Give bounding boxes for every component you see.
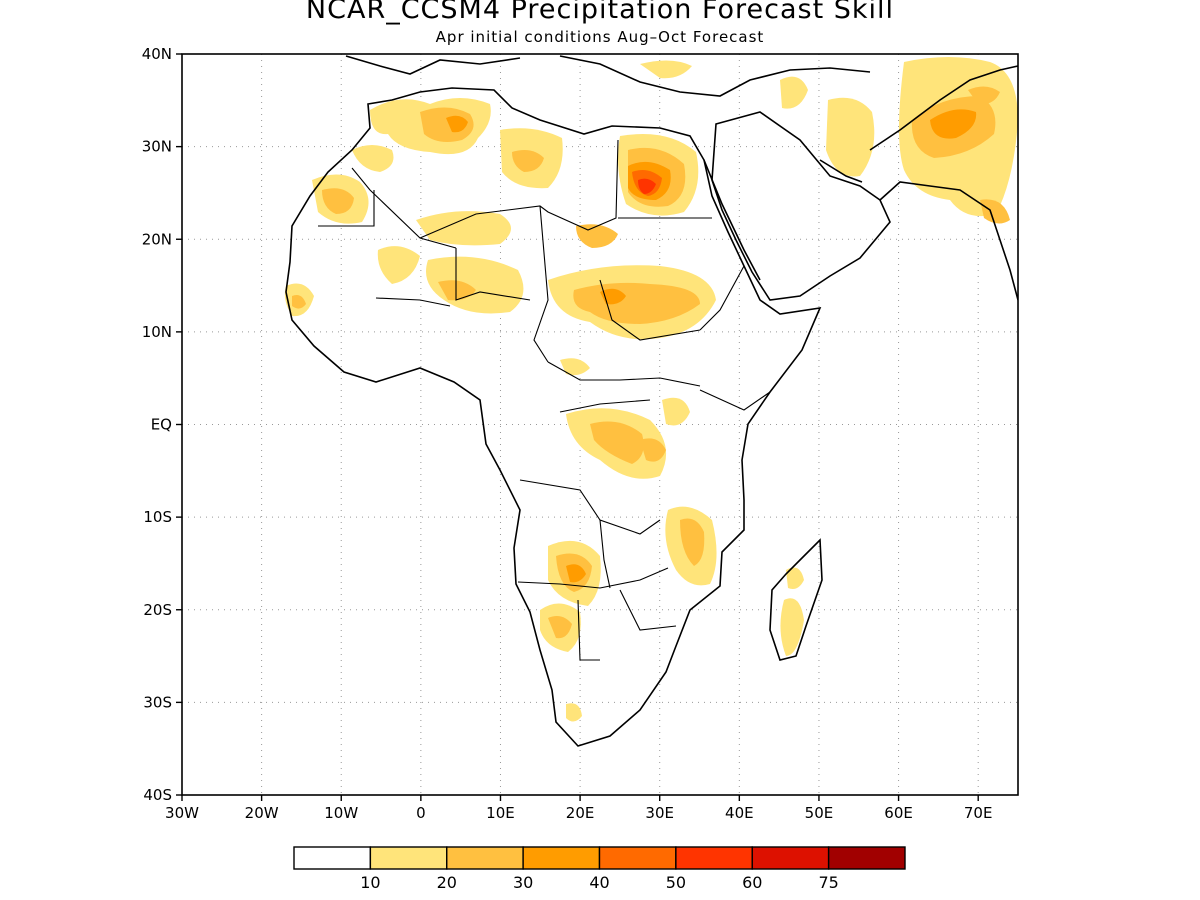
lon-tick-label: 20E [566,804,595,822]
colorbar-swatch [522,846,601,870]
colorbar-label: 50 [666,873,686,892]
lat-tick-label: 10N [142,323,172,341]
lat-tick-label: 20N [142,230,172,248]
longitude-axis: 30W 20W 10W 0 10E 20E 30E 40E 50E 60E 70E [165,795,992,822]
colorbar-swatch [369,846,448,870]
lat-tick-label: 10S [143,508,172,526]
lon-tick-label: 20W [245,804,279,822]
lon-tick-label: 10E [486,804,515,822]
skill-shading [284,57,1018,722]
colorbar-swatch [675,846,753,870]
colorbar-label: 10 [360,873,380,892]
lon-tick-label: 70E [964,804,993,822]
lat-tick-label: 30N [142,138,172,156]
coastlines [285,55,1018,747]
lon-tick-label: 0 [416,804,426,822]
lat-tick-label: 30S [143,693,172,711]
colorbar-swatch [293,846,372,870]
lon-tick-label: 30W [165,804,199,822]
gridlines [182,54,1018,795]
colorbar-label: 75 [818,873,838,892]
lon-tick-label: 10W [324,804,358,822]
map-title: NCAR_CCSM4 Precipitation Forecast Skill [305,0,895,25]
colorbar-label: 30 [513,873,533,892]
lon-tick-label: 50E [805,804,834,822]
colorbar: 10 20 30 40 50 60 75 [293,846,906,892]
latitude-axis: 40N 30N 20N 10N EQ 10S 20S 30S 40S [142,45,182,804]
colorbar-swatch [598,846,677,870]
lat-tick-label: 40S [143,786,172,804]
colorbar-swatch [446,846,524,870]
lat-tick-label: 40N [142,45,172,63]
lon-tick-label: 40E [725,804,754,822]
colorbar-swatch [827,846,906,870]
country-borders [318,139,771,661]
lon-tick-label: 60E [884,804,913,822]
colorbar-label: 20 [437,873,457,892]
lat-tick-label: EQ [151,416,172,434]
colorbar-swatch [751,846,830,870]
colorbar-label: 60 [742,873,762,892]
lat-tick-label: 20S [143,601,172,619]
lon-tick-label: 30E [645,804,674,822]
map-subtitle: Apr initial conditions Aug–Oct Forecast [435,28,765,46]
colorbar-label: 40 [589,873,609,892]
